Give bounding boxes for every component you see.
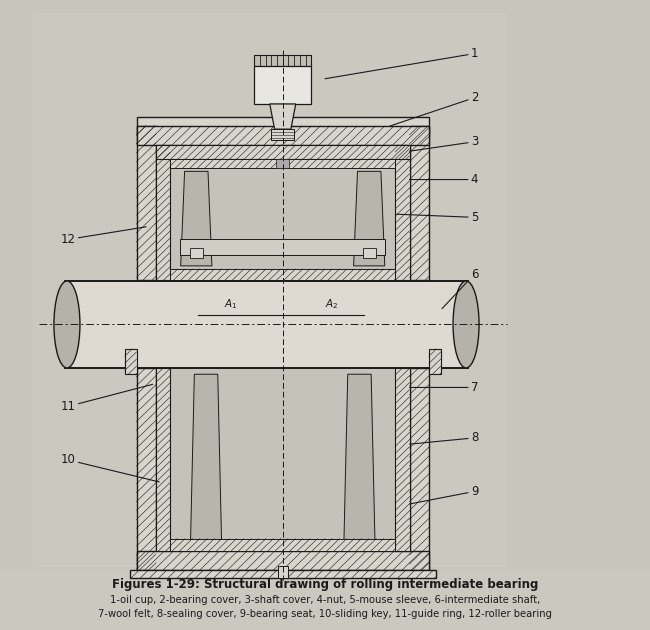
Bar: [170, 368, 395, 551]
Bar: [190, 248, 203, 258]
Bar: [254, 55, 311, 66]
Text: 3: 3: [410, 135, 478, 151]
Ellipse shape: [54, 281, 80, 368]
Bar: [254, 55, 260, 66]
Bar: [410, 368, 429, 570]
Text: 12: 12: [60, 227, 146, 246]
Bar: [65, 281, 468, 368]
Polygon shape: [190, 374, 222, 545]
Text: Figures 1-29: Structural drawing of rolling intermediate bearing: Figures 1-29: Structural drawing of roll…: [112, 578, 538, 590]
Ellipse shape: [453, 281, 479, 368]
Text: $A_1$: $A_1$: [224, 297, 237, 311]
Text: 2: 2: [390, 91, 478, 126]
Bar: [170, 159, 395, 168]
Text: 7: 7: [410, 381, 478, 394]
Bar: [300, 55, 306, 66]
Bar: [289, 55, 294, 66]
Text: 6: 6: [442, 268, 478, 309]
Text: 7-wool felt, 8-sealing cover, 9-bearing seat, 10-sliding key, 11-guide ring, 12-: 7-wool felt, 8-sealing cover, 9-bearing …: [98, 609, 552, 619]
Bar: [156, 145, 170, 280]
Bar: [283, 55, 289, 66]
Bar: [32, 13, 507, 567]
Bar: [156, 368, 170, 551]
Bar: [294, 55, 300, 66]
Bar: [0, 570, 650, 630]
Bar: [272, 129, 294, 140]
Bar: [276, 159, 289, 168]
Bar: [410, 126, 429, 280]
Polygon shape: [270, 104, 296, 129]
Text: 5: 5: [396, 211, 478, 224]
Text: 9: 9: [410, 485, 478, 504]
Bar: [170, 539, 395, 551]
Polygon shape: [344, 374, 375, 545]
Bar: [395, 145, 410, 280]
Text: 10: 10: [61, 454, 159, 482]
Bar: [260, 55, 266, 66]
Bar: [254, 66, 311, 104]
Bar: [136, 117, 429, 135]
Bar: [156, 145, 410, 159]
Bar: [395, 368, 410, 551]
Bar: [136, 368, 156, 570]
Bar: [271, 55, 277, 66]
Bar: [277, 55, 283, 66]
Bar: [278, 566, 288, 578]
Text: 1-oil cup, 2-bearing cover, 3-shaft cover, 4-nut, 5-mouse sleeve, 6-intermediate: 1-oil cup, 2-bearing cover, 3-shaft cove…: [110, 595, 540, 605]
Text: 8: 8: [410, 432, 478, 444]
Bar: [170, 159, 395, 280]
Polygon shape: [354, 171, 385, 266]
Text: 1: 1: [325, 47, 478, 79]
Bar: [170, 269, 395, 280]
Polygon shape: [181, 171, 212, 266]
Bar: [363, 248, 376, 258]
Bar: [136, 551, 429, 570]
Text: 4: 4: [410, 173, 478, 186]
Bar: [136, 126, 156, 280]
Text: $A_2$: $A_2$: [325, 297, 338, 311]
Text: 11: 11: [60, 384, 153, 413]
Bar: [180, 239, 385, 255]
Bar: [266, 55, 271, 66]
Bar: [125, 349, 136, 374]
Bar: [136, 126, 429, 145]
Bar: [429, 349, 441, 374]
Bar: [130, 570, 436, 578]
Bar: [306, 55, 311, 66]
